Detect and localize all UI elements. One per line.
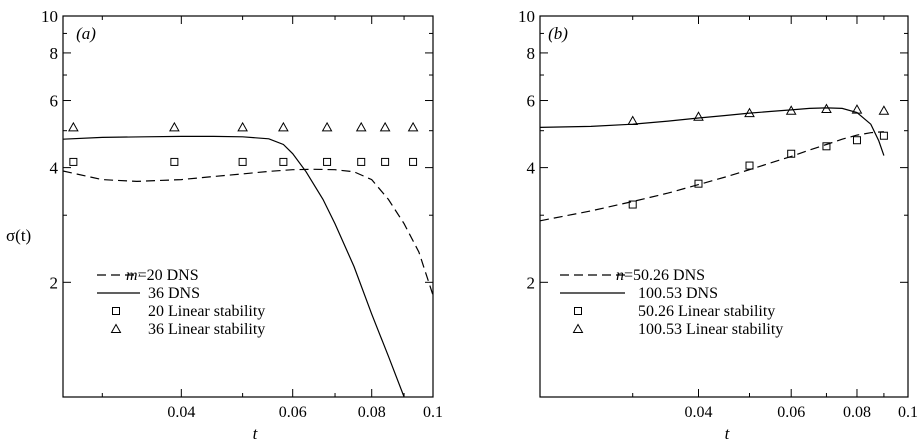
legend-label: m=20 DNS	[126, 267, 199, 284]
x-tick-label: 0.06	[777, 404, 805, 421]
y-tick-label: 6	[50, 92, 59, 111]
square-marker	[69, 157, 78, 166]
square-marker	[170, 157, 179, 166]
y-tick-label: 6	[527, 92, 536, 111]
square-marker	[745, 161, 754, 170]
series-line	[540, 131, 884, 222]
triangle-marker	[851, 104, 863, 114]
plot-frame	[539, 15, 909, 398]
triangle-marker	[169, 121, 180, 132]
triangle-marker	[237, 121, 248, 132]
legend-label: 36 DNS	[148, 285, 200, 302]
triangle-marker	[627, 115, 639, 126]
square-marker	[279, 157, 288, 166]
square-marker	[822, 142, 831, 151]
x-tick-label: 0.06	[279, 404, 307, 421]
y-tick-label: 4	[527, 159, 536, 178]
data-layer	[540, 103, 890, 222]
plot-frame	[62, 15, 434, 398]
triangle-marker	[878, 105, 890, 115]
legend-triangle-marker	[110, 323, 122, 333]
x-tick-label: 0.08	[843, 404, 871, 421]
square-marker	[787, 149, 796, 158]
y-tick-label: 2	[50, 273, 59, 292]
series-line	[540, 107, 885, 156]
x-tick-label: 0.04	[167, 404, 195, 421]
triangle-marker	[693, 111, 704, 121]
legend-label: 100.53 Linear stability	[638, 321, 783, 338]
triangle-marker	[278, 121, 289, 132]
y-tick-label: 8	[527, 44, 536, 63]
series-line	[63, 135, 405, 397]
legend-square-marker	[574, 307, 582, 315]
data-layer	[63, 121, 433, 397]
triangle-marker	[407, 121, 419, 132]
series-line	[63, 168, 433, 296]
legend-label: 36 Linear stability	[148, 321, 265, 338]
square-marker	[323, 157, 332, 166]
square-marker	[409, 157, 418, 166]
x-tick-label: 0.1	[898, 404, 918, 421]
legend-triangle-marker	[572, 323, 584, 333]
y-tick-label: 2	[527, 273, 536, 292]
panel-label: (b)	[548, 24, 568, 43]
square-marker	[357, 157, 366, 166]
triangle-marker	[321, 121, 333, 132]
triangle-marker	[785, 105, 797, 115]
x-tick-label: 0.1	[423, 404, 443, 421]
triangle-marker	[68, 121, 79, 132]
square-marker	[694, 179, 703, 188]
y-tick-label: 8	[50, 44, 59, 63]
panel-label: (a)	[76, 24, 96, 43]
triangle-marker	[379, 121, 391, 132]
legend-label: n=50.26 DNS	[616, 267, 705, 284]
square-marker	[238, 157, 247, 166]
legend-square-marker	[112, 307, 120, 315]
triangle-marker	[744, 107, 755, 118]
x-tick-label: 0.04	[684, 404, 712, 421]
legend-label: 50.26 Linear stability	[638, 303, 775, 320]
y-tick-label: 10	[518, 7, 535, 26]
x-axis-label: t	[725, 424, 731, 443]
square-marker	[628, 200, 637, 209]
triangle-marker	[821, 103, 832, 114]
square-marker	[381, 157, 390, 166]
y-axis-label: σ(t)	[6, 226, 31, 245]
legend-label: 20 Linear stability	[148, 303, 265, 320]
y-tick-label: 4	[50, 159, 59, 178]
square-marker	[879, 131, 888, 140]
x-axis-label: t	[253, 424, 259, 443]
square-marker	[852, 136, 861, 145]
legend-label: 100.53 DNS	[638, 285, 718, 302]
y-tick-label: 10	[41, 7, 58, 26]
triangle-marker	[355, 121, 367, 132]
x-tick-label: 0.08	[358, 404, 386, 421]
